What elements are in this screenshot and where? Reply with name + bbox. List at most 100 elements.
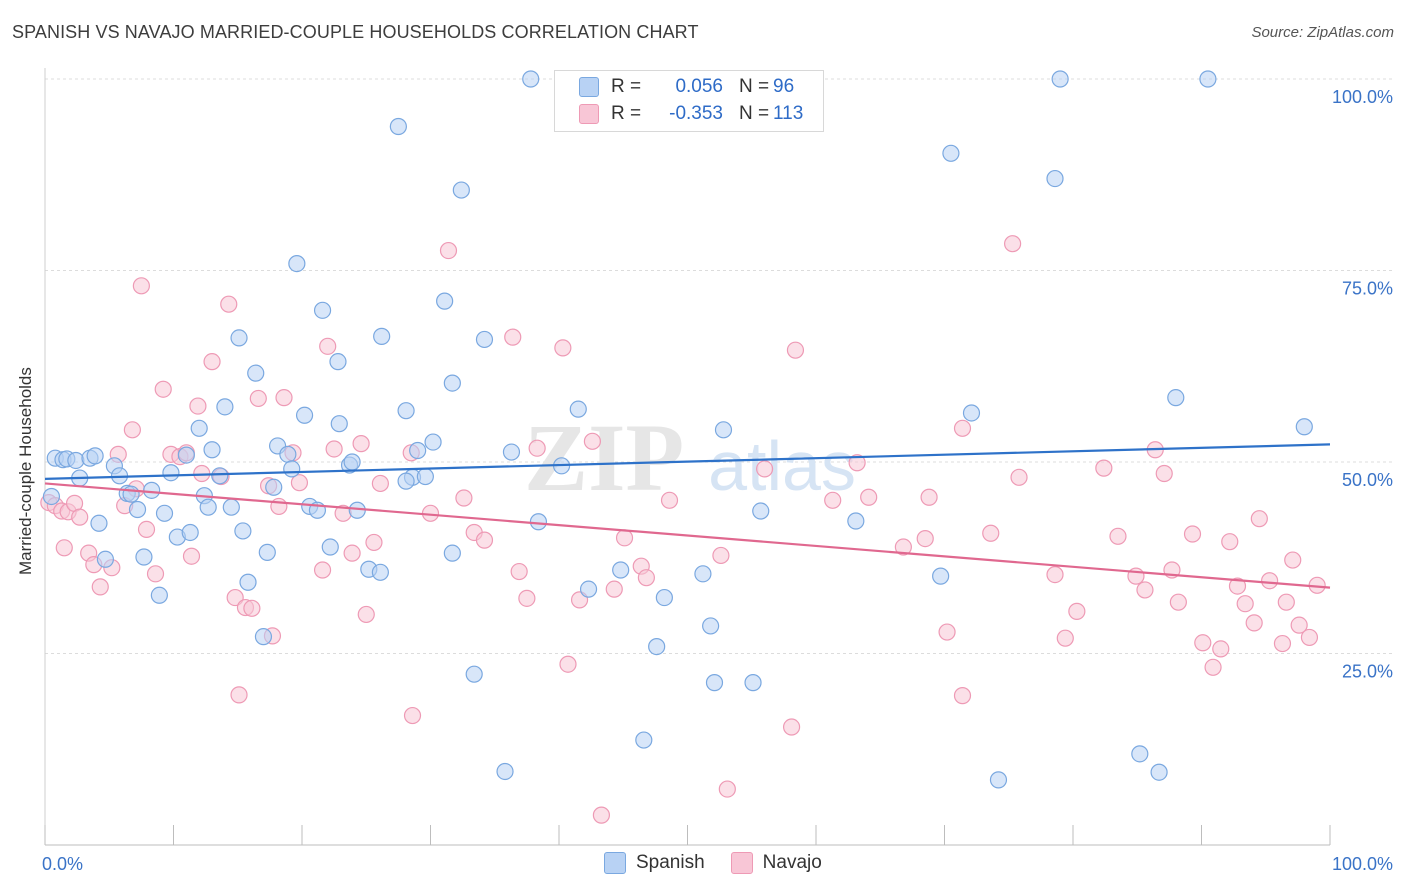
spanish-point[interactable] xyxy=(329,353,347,371)
navajo-point[interactable] xyxy=(132,277,150,295)
spanish-point[interactable] xyxy=(1199,70,1217,88)
spanish-point[interactable] xyxy=(502,443,521,461)
spanish-point[interactable] xyxy=(330,415,348,433)
spanish-point[interactable] xyxy=(579,580,598,598)
navajo-point[interactable] xyxy=(290,474,309,492)
navajo-point[interactable] xyxy=(325,440,343,458)
navajo-point[interactable] xyxy=(1169,593,1187,611)
spanish-point[interactable] xyxy=(569,400,587,418)
navajo-point[interactable] xyxy=(154,380,172,398)
spanish-point[interactable] xyxy=(1051,70,1069,88)
spanish-point[interactable] xyxy=(181,523,199,542)
spanish-point[interactable] xyxy=(143,481,161,499)
navajo-point[interactable] xyxy=(357,605,375,624)
spanish-point[interactable] xyxy=(702,617,720,635)
navajo-point[interactable] xyxy=(1204,658,1222,676)
navajo-point[interactable] xyxy=(712,546,730,565)
navajo-point[interactable] xyxy=(182,547,201,565)
navajo-point[interactable] xyxy=(504,328,522,346)
navajo-point[interactable] xyxy=(475,531,494,549)
navajo-point[interactable] xyxy=(1068,602,1086,620)
navajo-point[interactable] xyxy=(982,524,1000,542)
navajo-point[interactable] xyxy=(352,435,370,453)
navajo-point[interactable] xyxy=(510,562,528,581)
spanish-point[interactable] xyxy=(265,478,283,496)
legend-item-navajo[interactable]: Navajo xyxy=(730,852,822,874)
spanish-point[interactable] xyxy=(452,181,470,199)
spanish-point[interactable] xyxy=(155,504,174,522)
spanish-point[interactable] xyxy=(239,573,257,591)
spanish-point[interactable] xyxy=(389,117,407,136)
spanish-point[interactable] xyxy=(744,674,762,692)
navajo-point[interactable] xyxy=(1250,510,1268,528)
navajo-point[interactable] xyxy=(249,389,267,408)
navajo-point[interactable] xyxy=(660,491,679,509)
spanish-point[interactable] xyxy=(397,402,415,420)
spanish-point[interactable] xyxy=(424,433,442,451)
navajo-point[interactable] xyxy=(848,454,866,472)
spanish-point[interactable] xyxy=(443,374,461,392)
spanish-point[interactable] xyxy=(321,538,339,556)
spanish-point[interactable] xyxy=(203,441,221,459)
navajo-point[interactable] xyxy=(313,561,332,579)
navajo-point[interactable] xyxy=(1194,634,1212,652)
spanish-point[interactable] xyxy=(162,464,180,482)
navajo-point[interactable] xyxy=(203,353,221,371)
navajo-point[interactable] xyxy=(938,623,956,641)
spanish-point[interactable] xyxy=(258,543,276,561)
spanish-point[interactable] xyxy=(436,292,454,310)
navajo-point[interactable] xyxy=(123,421,141,439)
navajo-point[interactable] xyxy=(786,341,805,359)
spanish-point[interactable] xyxy=(1046,169,1064,188)
spanish-point[interactable] xyxy=(1295,418,1313,436)
spanish-point[interactable] xyxy=(942,144,960,162)
spanish-point[interactable] xyxy=(313,301,332,319)
navajo-point[interactable] xyxy=(1095,459,1113,477)
navajo-point[interactable] xyxy=(718,780,736,798)
navajo-point[interactable] xyxy=(1245,614,1263,632)
spanish-point[interactable] xyxy=(90,514,108,532)
navajo-point[interactable] xyxy=(1221,533,1239,551)
navajo-point[interactable] xyxy=(559,655,577,673)
navajo-point[interactable] xyxy=(71,508,89,526)
spanish-point[interactable] xyxy=(247,364,265,382)
spanish-point[interactable] xyxy=(443,544,461,562)
navajo-point[interactable] xyxy=(1155,464,1173,483)
spanish-point[interactable] xyxy=(234,522,252,540)
navajo-point[interactable] xyxy=(1056,629,1074,647)
navajo-point[interactable] xyxy=(518,589,536,607)
spanish-point[interactable] xyxy=(635,731,653,749)
spanish-point[interactable] xyxy=(222,498,240,516)
navajo-point[interactable] xyxy=(371,474,389,493)
navajo-point[interactable] xyxy=(1109,527,1127,545)
navajo-point[interactable] xyxy=(439,241,458,260)
spanish-point[interactable] xyxy=(371,563,389,581)
navajo-point[interactable] xyxy=(592,806,611,824)
navajo-point[interactable] xyxy=(583,432,602,450)
spanish-point[interactable] xyxy=(409,441,427,460)
navajo-point[interactable] xyxy=(91,578,109,596)
spanish-point[interactable] xyxy=(932,567,950,585)
navajo-point[interactable] xyxy=(1046,566,1064,584)
spanish-point[interactable] xyxy=(612,561,630,579)
navajo-point[interactable] xyxy=(1273,634,1292,653)
spanish-point[interactable] xyxy=(962,404,981,422)
navajo-point[interactable] xyxy=(1228,577,1247,595)
spanish-point[interactable] xyxy=(177,446,195,464)
navajo-point[interactable] xyxy=(615,529,634,547)
navajo-point[interactable] xyxy=(243,599,261,617)
spanish-point[interactable] xyxy=(86,447,104,465)
spanish-point[interactable] xyxy=(135,548,153,566)
spanish-point[interactable] xyxy=(752,502,770,520)
spanish-point[interactable] xyxy=(216,398,234,416)
navajo-point[interactable] xyxy=(226,588,244,607)
navajo-point[interactable] xyxy=(230,686,248,704)
spanish-point[interactable] xyxy=(496,762,514,781)
navajo-point[interactable] xyxy=(1183,525,1202,543)
navajo-point[interactable] xyxy=(1010,468,1028,486)
spanish-point[interactable] xyxy=(714,421,733,439)
spanish-point[interactable] xyxy=(67,451,85,470)
spanish-point[interactable] xyxy=(96,550,114,568)
spanish-point[interactable] xyxy=(122,485,140,503)
navajo-point[interactable] xyxy=(319,337,337,355)
